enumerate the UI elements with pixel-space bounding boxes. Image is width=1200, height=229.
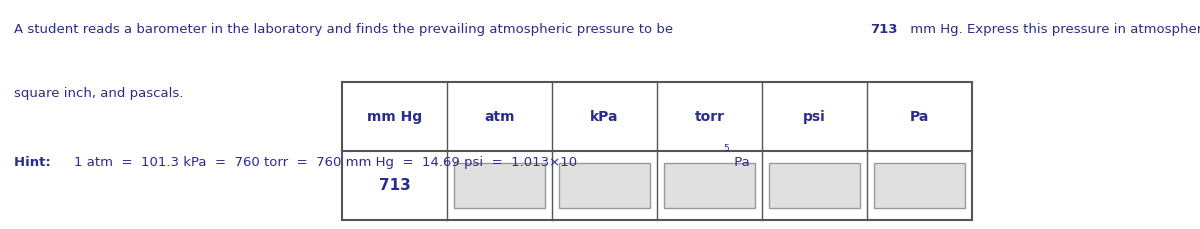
Text: Pa: Pa: [731, 156, 750, 169]
Text: atm: atm: [485, 110, 515, 124]
Text: 713: 713: [379, 178, 410, 193]
Text: A student reads a barometer in the laboratory and finds the prevailing atmospher: A student reads a barometer in the labor…: [14, 23, 678, 36]
Text: kPa: kPa: [590, 110, 619, 124]
Text: 713: 713: [870, 23, 898, 36]
Text: square inch, and pascals.: square inch, and pascals.: [14, 87, 184, 100]
Bar: [454, 163, 545, 208]
Text: torr: torr: [695, 110, 725, 124]
Text: Hint:: Hint:: [14, 156, 60, 169]
Text: mm Hg: mm Hg: [367, 110, 422, 124]
Bar: [665, 163, 755, 208]
Bar: [342, 82, 972, 220]
Bar: [769, 163, 860, 208]
Text: Pa: Pa: [910, 110, 929, 124]
Bar: [559, 163, 650, 208]
Text: 1 atm  =  101.3 kPa  =  760 torr  =  760 mm Hg  =  14.69 psi  =  1.013×10: 1 atm = 101.3 kPa = 760 torr = 760 mm Hg…: [73, 156, 577, 169]
Text: 5: 5: [722, 144, 728, 153]
Bar: [874, 163, 965, 208]
Text: mm Hg. Express this pressure in atmospheres, kilopascals, torrs, pounds per: mm Hg. Express this pressure in atmosphe…: [906, 23, 1200, 36]
Text: psi: psi: [803, 110, 826, 124]
